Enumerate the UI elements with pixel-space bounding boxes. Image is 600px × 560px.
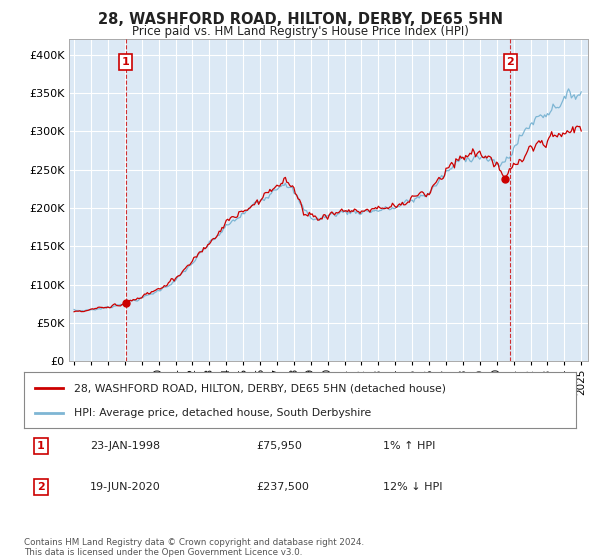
Text: 28, WASHFORD ROAD, HILTON, DERBY, DE65 5HN: 28, WASHFORD ROAD, HILTON, DERBY, DE65 5…: [97, 12, 503, 27]
Text: 28, WASHFORD ROAD, HILTON, DERBY, DE65 5HN (detached house): 28, WASHFORD ROAD, HILTON, DERBY, DE65 5…: [74, 383, 446, 393]
Text: 1% ↑ HPI: 1% ↑ HPI: [383, 441, 435, 451]
Text: Contains HM Land Registry data © Crown copyright and database right 2024.
This d: Contains HM Land Registry data © Crown c…: [24, 538, 364, 557]
Text: £237,500: £237,500: [256, 482, 309, 492]
Text: 12% ↓ HPI: 12% ↓ HPI: [383, 482, 442, 492]
Text: 1: 1: [37, 441, 44, 451]
Text: 1: 1: [122, 57, 130, 67]
Text: 23-JAN-1998: 23-JAN-1998: [90, 441, 160, 451]
Text: £75,950: £75,950: [256, 441, 302, 451]
Text: HPI: Average price, detached house, South Derbyshire: HPI: Average price, detached house, Sout…: [74, 408, 371, 418]
Text: 2: 2: [37, 482, 44, 492]
Text: Price paid vs. HM Land Registry's House Price Index (HPI): Price paid vs. HM Land Registry's House …: [131, 25, 469, 38]
Text: 19-JUN-2020: 19-JUN-2020: [90, 482, 161, 492]
Text: 2: 2: [506, 57, 514, 67]
